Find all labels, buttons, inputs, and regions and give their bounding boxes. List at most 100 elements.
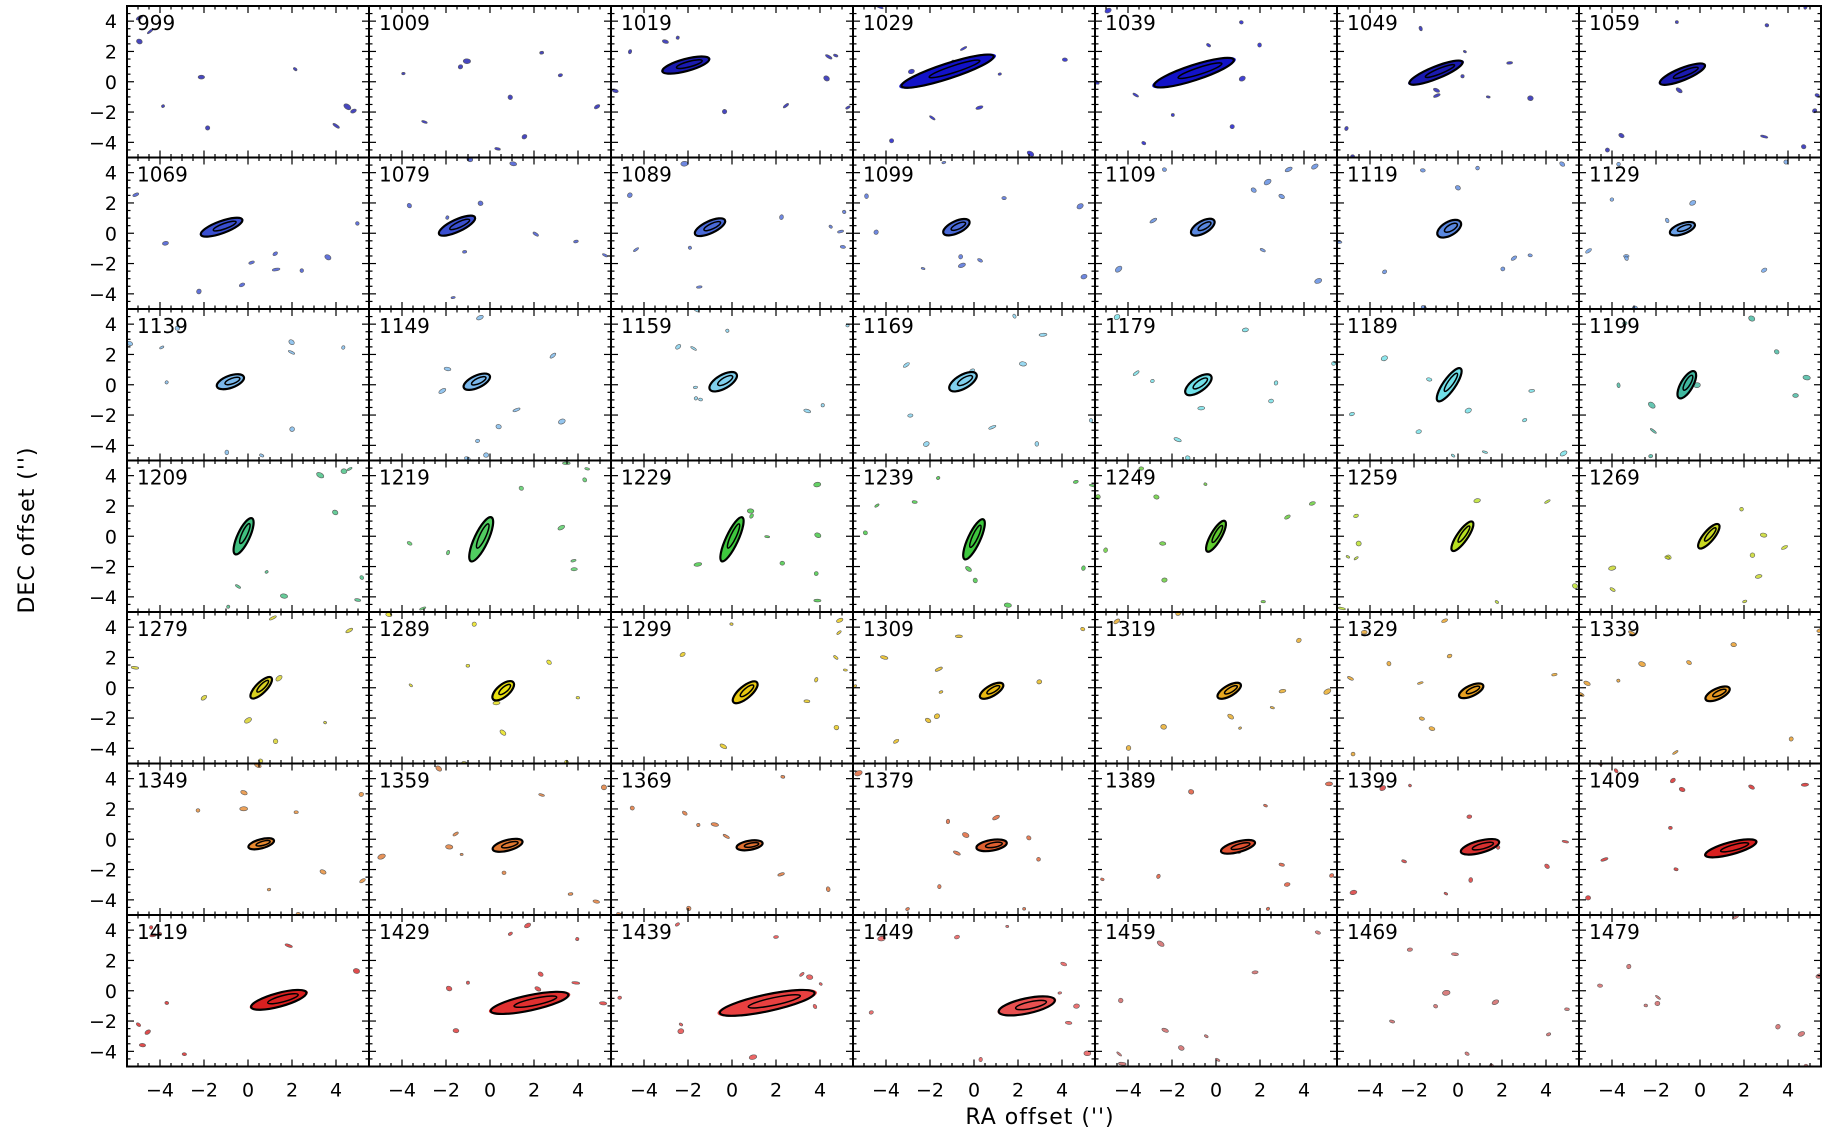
- noise-speck: [823, 75, 830, 82]
- x-tick-label: 2: [1012, 1080, 1024, 1102]
- noise-speck: [224, 449, 230, 456]
- panel-velocity-label: 1109: [1105, 163, 1156, 187]
- noise-speck: [1103, 547, 1108, 553]
- noise-speck: [938, 690, 944, 694]
- noise-speck: [675, 35, 680, 40]
- y-tick-label: 4: [105, 11, 117, 33]
- noise-speck: [445, 215, 450, 220]
- panel-1309: 1309: [852, 611, 1096, 765]
- noise-speck: [1238, 75, 1246, 82]
- noise-speck: [406, 203, 412, 209]
- contour-outer: [731, 680, 759, 705]
- noise-speck: [1064, 1020, 1073, 1025]
- noise-speck: [1760, 134, 1769, 139]
- noise-speck: [1475, 165, 1480, 171]
- y-tick-label: −4: [89, 132, 117, 154]
- contour-inner: [739, 684, 755, 698]
- noise-speck: [806, 974, 814, 980]
- noise-speck: [1204, 1034, 1209, 1039]
- noise-speck: [149, 933, 157, 938]
- x-tick-label: 4: [1782, 1080, 1794, 1102]
- noise-speck: [803, 408, 812, 414]
- x-tick-label: 4: [1540, 1080, 1552, 1102]
- panel-velocity-label: 1479: [1589, 920, 1640, 944]
- noise-speck: [1418, 716, 1425, 721]
- contour-outer: [1676, 369, 1698, 400]
- noise-speck: [592, 899, 600, 904]
- panel-1149: 1149: [368, 308, 612, 462]
- x-tick-label: 2: [286, 1080, 298, 1102]
- emission-fill: [1658, 62, 1707, 86]
- x-axis-title: RA offset (''): [965, 1105, 1114, 1130]
- panel-velocity-label: 1039: [1105, 11, 1156, 35]
- emission-fill: [1190, 218, 1216, 237]
- panel-velocity-label: 1439: [621, 920, 672, 944]
- noise-speck: [136, 38, 143, 45]
- y-tick-label: −4: [89, 738, 117, 760]
- noise-speck: [459, 853, 464, 856]
- panel-1429: 1429: [368, 914, 612, 1068]
- emission-fill: [1704, 685, 1731, 702]
- noise-speck: [1170, 113, 1175, 117]
- noise-speck: [1491, 999, 1500, 1005]
- x-tick-label: 2: [528, 1080, 540, 1102]
- noise-speck: [1026, 835, 1032, 841]
- y-tick-label: 4: [105, 617, 117, 639]
- emission-fill: [1436, 367, 1463, 403]
- panel-velocity-label: 1399: [1347, 769, 1398, 793]
- noise-speck: [508, 931, 513, 936]
- noise-speck: [1062, 57, 1068, 62]
- noise-speck: [1802, 374, 1811, 381]
- noise-speck: [1229, 124, 1235, 130]
- contour-inner: [986, 684, 1001, 695]
- noise-speck: [962, 832, 970, 838]
- noise-speck: [920, 267, 926, 270]
- noise-speck: [1655, 995, 1661, 1000]
- contour-outer: [491, 680, 516, 702]
- noise-speck: [1160, 724, 1167, 730]
- noise-speck: [599, 1001, 608, 1006]
- noise-speck: [136, 1022, 141, 1027]
- contour-outer: [250, 988, 308, 1011]
- y-tick-label: 4: [105, 163, 117, 185]
- x-tick-label: −2: [674, 1080, 702, 1102]
- noise-speck: [1132, 92, 1139, 98]
- noise-speck: [1628, 630, 1636, 636]
- noise-speck: [1654, 1000, 1661, 1006]
- noise-speck: [319, 869, 327, 875]
- emission-fill: [1458, 682, 1485, 699]
- panel-1079: 1079: [368, 156, 612, 310]
- panel-velocity-label: 1009: [379, 11, 430, 35]
- noise-speck: [406, 541, 413, 546]
- panel-velocity-label: 1089: [621, 163, 672, 187]
- noise-speck: [494, 147, 501, 151]
- noise-speck: [159, 345, 165, 350]
- contour-inner: [928, 59, 981, 79]
- noise-speck: [933, 713, 940, 720]
- noise-speck: [1088, 418, 1093, 423]
- x-tick-label: −2: [1642, 1080, 1670, 1102]
- noise-speck: [419, 606, 427, 611]
- emission-fill: [232, 517, 255, 556]
- emission-fill: [1408, 59, 1464, 86]
- noise-speck: [1801, 782, 1809, 787]
- noise-speck: [905, 907, 910, 911]
- noise-speck: [1273, 380, 1279, 386]
- noise-speck: [1278, 193, 1285, 200]
- panel-velocity-label: 1129: [1589, 163, 1640, 187]
- noise-speck: [1215, 1057, 1221, 1062]
- noise-speck: [341, 345, 346, 350]
- contour-outer: [997, 995, 1056, 1017]
- noise-speck: [1115, 265, 1123, 273]
- noise-speck: [594, 104, 601, 110]
- noise-speck: [825, 54, 833, 60]
- noise-speck: [1544, 499, 1551, 504]
- noise-speck: [1559, 450, 1568, 457]
- contour-inner: [716, 374, 734, 387]
- noise-speck: [1608, 565, 1617, 571]
- noise-speck: [353, 968, 360, 974]
- y-tick-label: −2: [89, 405, 117, 427]
- noise-speck: [675, 344, 682, 350]
- panel-velocity-label: 1369: [621, 769, 672, 793]
